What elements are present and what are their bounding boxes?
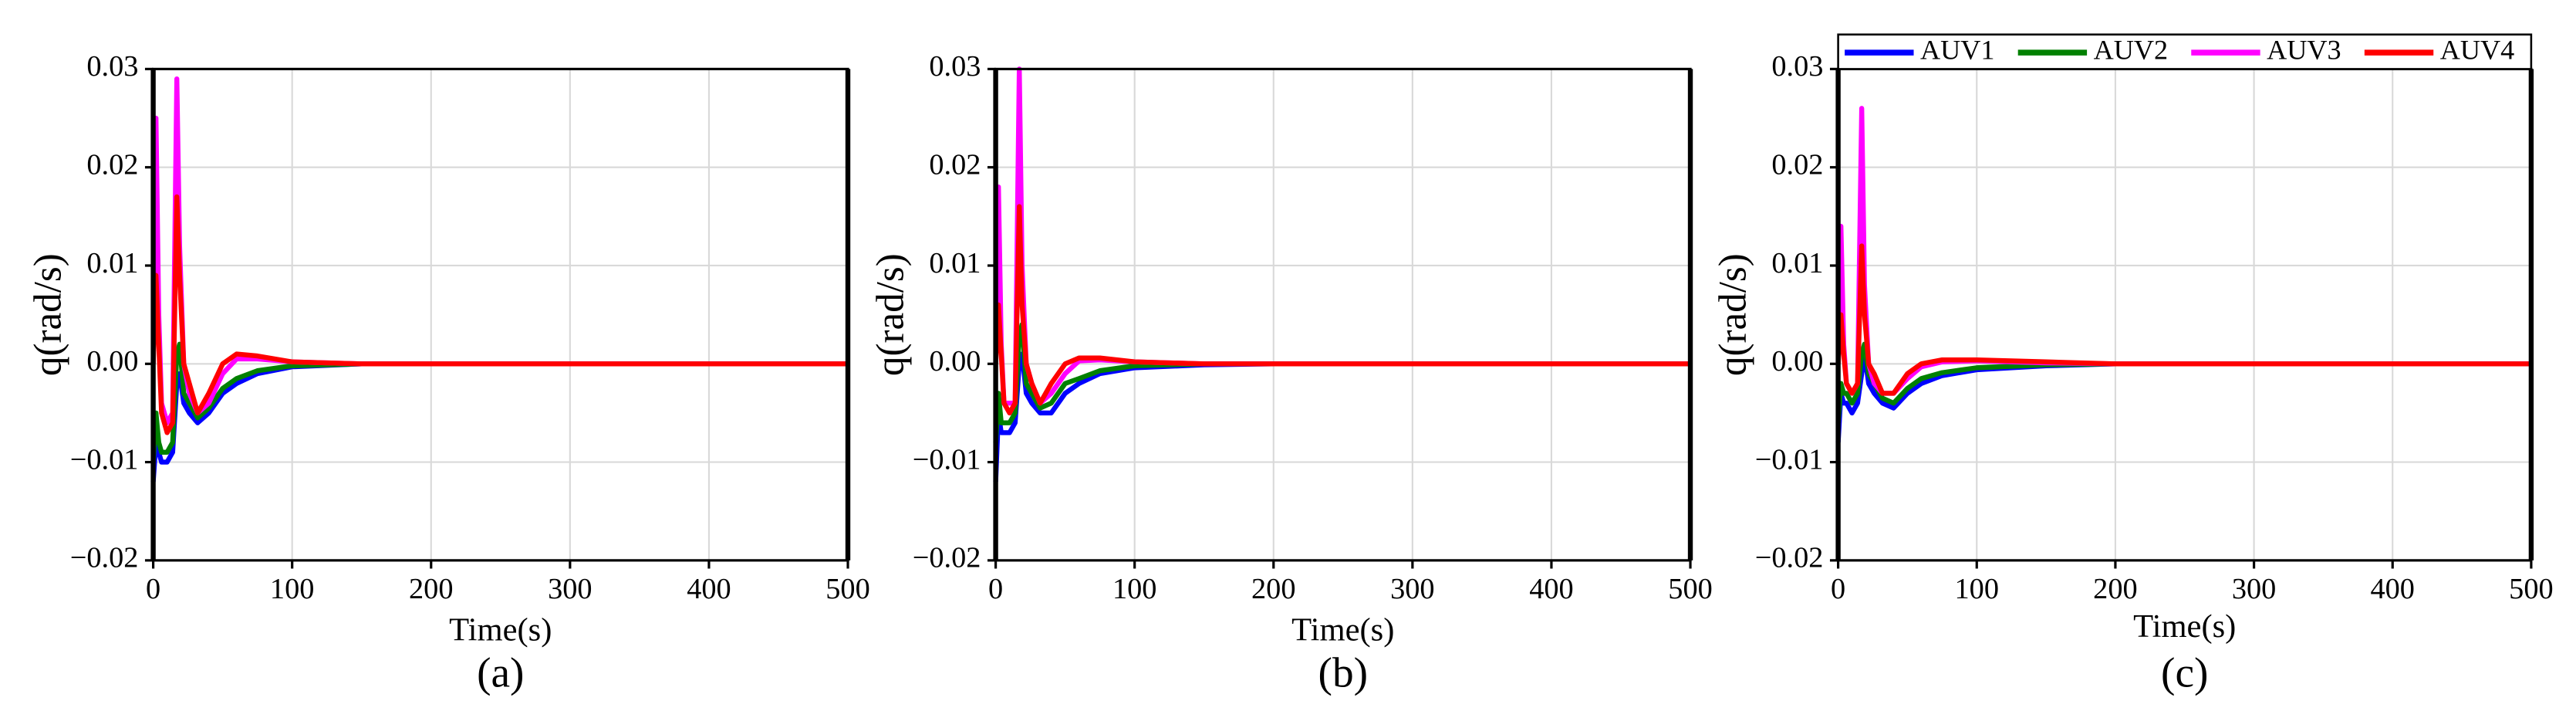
x-tick-label: 300 <box>548 573 592 605</box>
y-tick-label: 0.01 <box>86 247 138 279</box>
series-line <box>993 66 1691 406</box>
panel-caption: (b) <box>1318 649 1369 696</box>
x-tick-label: 200 <box>1251 573 1295 605</box>
legend: AUV1 AUV2 AUV3 AUV4 <box>1837 33 2533 70</box>
series-line <box>993 204 1691 416</box>
y-tick-label: 0.02 <box>86 148 138 181</box>
legend-label: AUV3 <box>2267 34 2341 65</box>
plot-frame <box>151 67 849 562</box>
y-tick-label: −0.02 <box>1755 542 1824 574</box>
plot-frame <box>994 67 1692 562</box>
legend-label: AUV4 <box>2440 34 2514 65</box>
y-tick-label: −0.01 <box>70 443 139 476</box>
x-tick-label: 100 <box>1955 573 1999 605</box>
x-tick-label: 200 <box>409 573 453 605</box>
series-line <box>150 361 849 483</box>
y-tick-label: 0.01 <box>929 247 981 279</box>
series-line <box>1835 243 2531 396</box>
y-tick-label: −0.02 <box>70 542 139 574</box>
x-tick-label: 100 <box>270 573 314 605</box>
x-tick-label: 200 <box>2093 573 2137 605</box>
x-tick-label: 0 <box>1831 573 1845 605</box>
series-line <box>1835 106 2531 396</box>
panel: −0.02 −0.01 0.00 0.01 0.02 0.03 0 100 200 300 400 5… <box>1710 33 2554 696</box>
y-tick-label: 0.03 <box>929 50 981 83</box>
x-tick-label: 300 <box>1390 573 1434 605</box>
x-tick-label: 500 <box>825 573 869 605</box>
y-tick-label: 0.03 <box>1771 50 1823 83</box>
y-tick-label: 0.03 <box>86 50 138 83</box>
series-line <box>1835 341 2531 423</box>
y-axis-label: q(rad/s) <box>868 253 912 376</box>
x-tick-label: 100 <box>1112 573 1156 605</box>
panel-caption: (c) <box>2161 649 2208 696</box>
x-axis-label: Time(s) <box>449 611 552 648</box>
x-axis-label: Time(s) <box>2133 608 2236 645</box>
y-tick-label: 0.00 <box>86 345 138 378</box>
y-tick-label: −0.01 <box>913 443 981 476</box>
x-tick-label: 500 <box>2509 573 2553 605</box>
plot-frame <box>1837 67 2533 562</box>
panel: −0.02 −0.01 0.00 0.01 0.02 0.03 0 100 200 300 400 5… <box>868 50 1712 696</box>
y-axis-label: q(rad/s) <box>1710 253 1754 376</box>
y-tick-label: 0.02 <box>929 148 981 181</box>
legend-label: AUV1 <box>1920 34 1994 65</box>
x-tick-label: 0 <box>146 573 160 605</box>
legend-label: AUV2 <box>2094 34 2168 65</box>
x-tick-label: 0 <box>988 573 1003 605</box>
x-tick-label: 400 <box>1529 573 1573 605</box>
x-tick-label: 500 <box>1668 573 1712 605</box>
y-tick-label: 0.02 <box>1771 148 1823 181</box>
x-tick-label: 300 <box>2232 573 2276 605</box>
series-line <box>150 194 849 435</box>
panel: −0.02 −0.01 0.00 0.01 0.02 0.03 0 100 200 300 400 5… <box>25 50 869 696</box>
series-line <box>1835 351 2531 443</box>
x-tick-label: 400 <box>2371 573 2415 605</box>
y-tick-label: −0.02 <box>913 542 981 574</box>
y-tick-label: −0.01 <box>1755 443 1824 476</box>
y-tick-label: 0.00 <box>1771 345 1823 378</box>
series-line <box>993 322 1691 443</box>
x-axis-label: Time(s) <box>1291 611 1394 648</box>
panel-caption: (a) <box>477 649 524 696</box>
y-tick-label: 0.00 <box>929 345 981 378</box>
y-axis-label: q(rad/s) <box>25 253 69 376</box>
x-tick-label: 400 <box>687 573 731 605</box>
y-tick-label: 0.01 <box>1771 247 1823 279</box>
